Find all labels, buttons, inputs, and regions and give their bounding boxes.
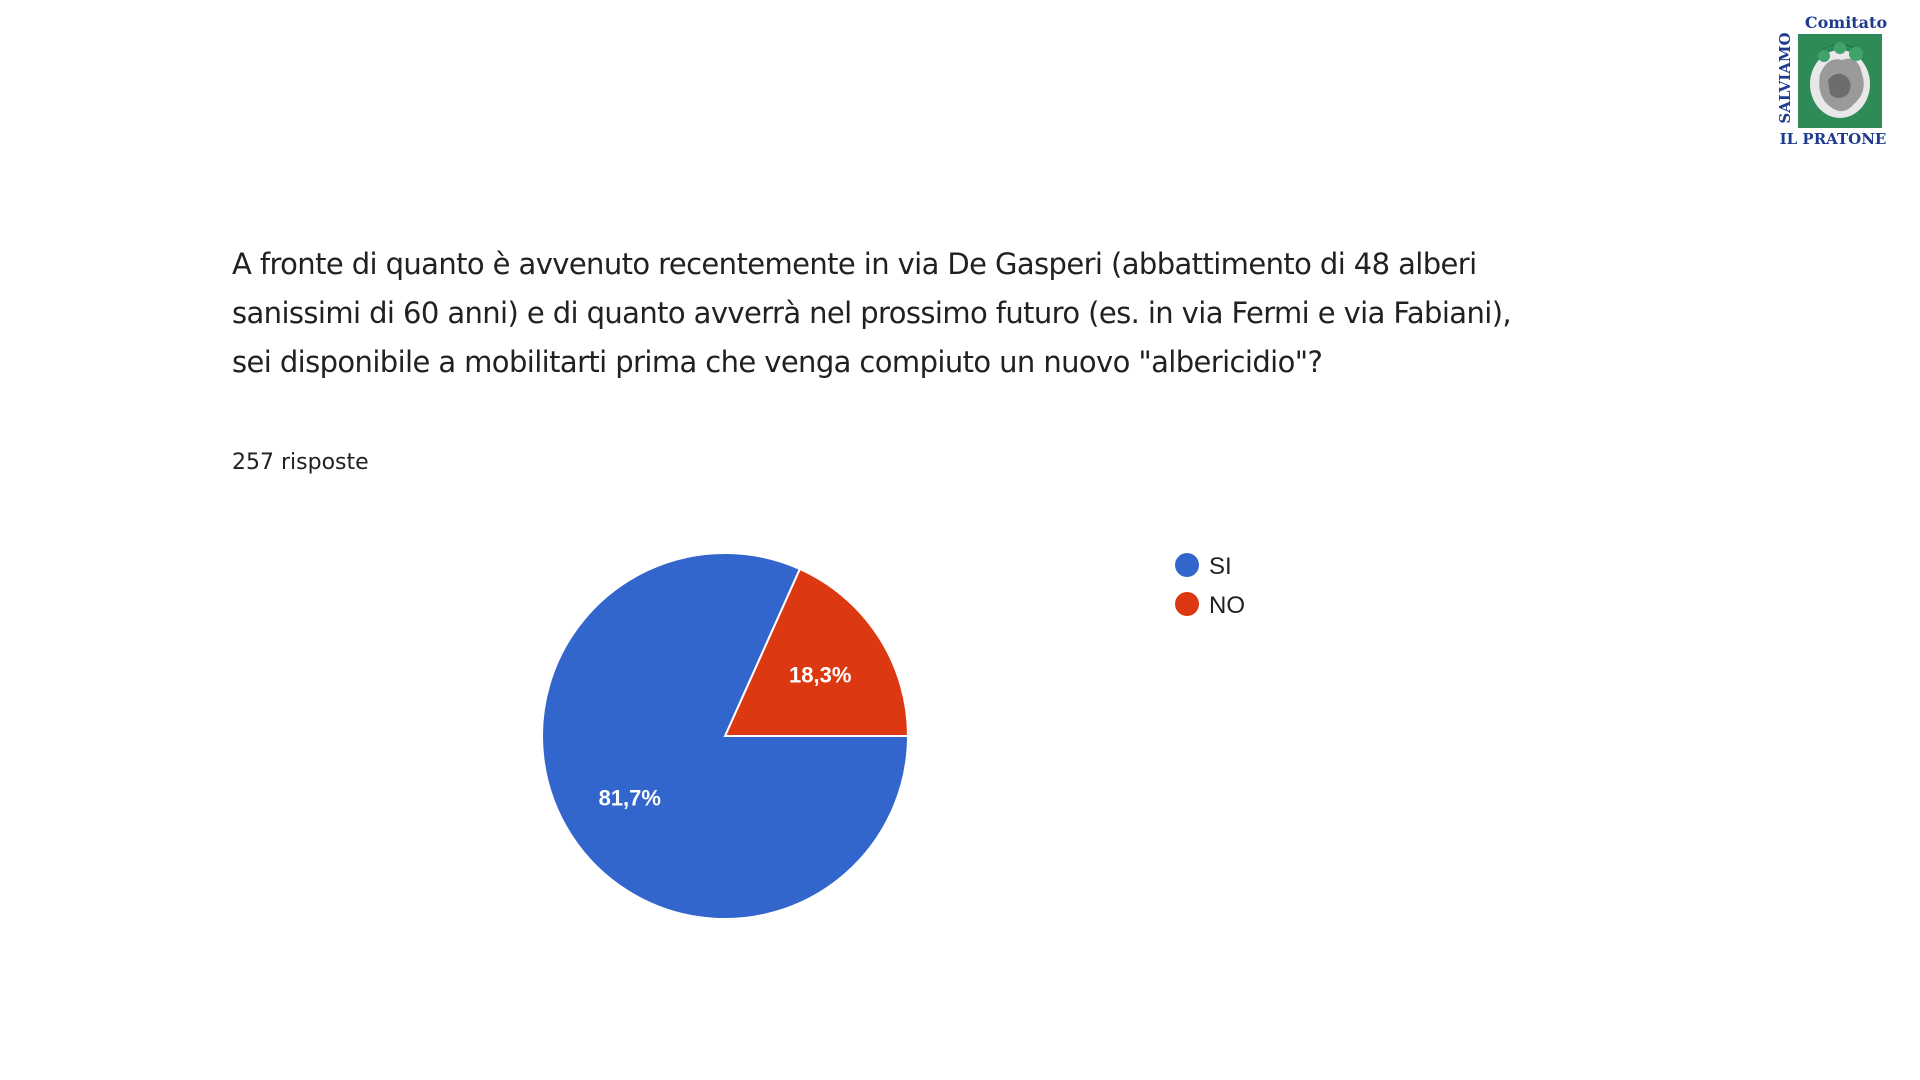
tree-emblem-icon — [1798, 34, 1882, 128]
logo-bottom-text: IL PRATONE — [1779, 130, 1887, 148]
committee-logo: Comitato SALVIAMO IL PRATONE — [1770, 12, 1892, 152]
response-count: 257 risposte — [232, 450, 369, 475]
legend-swatch-si — [1175, 553, 1199, 577]
logo-top-text: Comitato — [1804, 13, 1888, 32]
pie-slice-no — [723, 567, 910, 737]
pie-slice-si — [541, 552, 910, 920]
pie-label-si: 81,7% — [599, 786, 661, 811]
legend-label-si: SI — [1209, 553, 1232, 580]
legend-swatch-no — [1175, 592, 1199, 616]
pie-label-no: 18,3% — [789, 662, 851, 687]
legend-label-no: NO — [1209, 592, 1245, 619]
question-title: A fronte di quanto è avvenuto recentemen… — [232, 247, 1512, 379]
logo-side-text: SALVIAMO — [1776, 32, 1794, 124]
